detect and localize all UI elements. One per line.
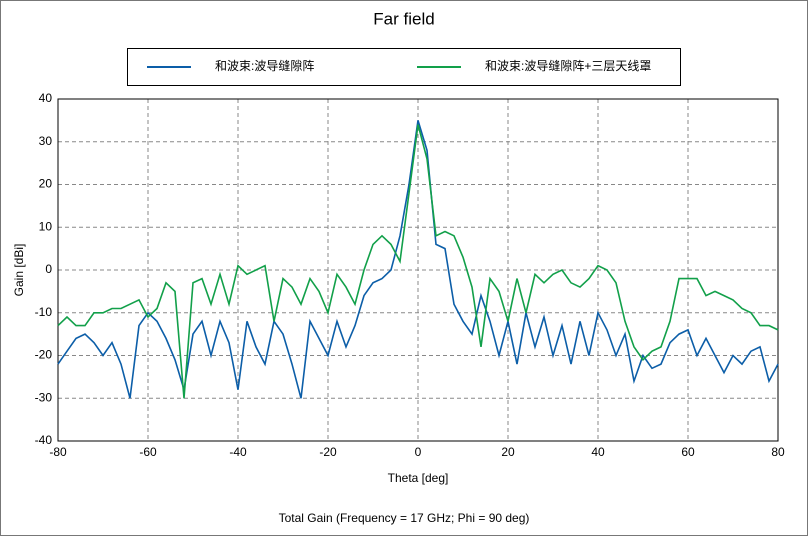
legend-label: 和波束:波导缝隙阵+三层天线罩	[485, 58, 651, 73]
x-tick-label: -60	[139, 445, 157, 459]
x-axis-label: Theta [deg]	[388, 471, 449, 485]
y-tick-label: -40	[35, 433, 53, 447]
x-tick-label: 60	[681, 445, 695, 459]
y-tick-label: 0	[45, 262, 52, 276]
series-line	[57, 124, 779, 399]
y-tick-label: 40	[39, 91, 53, 105]
legend-label: 和波束:波导缝隙阵	[215, 58, 314, 73]
y-tick-label: 20	[39, 177, 53, 191]
x-tick-label: 40	[591, 445, 605, 459]
chart-title: Far field	[373, 9, 434, 28]
series-line	[57, 120, 779, 399]
y-tick-label: 10	[39, 219, 53, 233]
y-axis-label: Gain [dBi]	[12, 244, 26, 297]
caption: Total Gain (Frequency = 17 GHz; Phi = 90…	[279, 511, 530, 525]
legend	[127, 48, 681, 86]
x-tick-label: 0	[415, 445, 422, 459]
y-tick-label: -20	[35, 348, 53, 362]
x-tick-label: 80	[771, 445, 785, 459]
x-tick-label: -80	[49, 445, 67, 459]
plot-border	[57, 98, 779, 442]
y-tick-label: -10	[35, 305, 53, 319]
x-tick-label: -20	[319, 445, 337, 459]
x-tick-label: 20	[501, 445, 515, 459]
y-tick-label: 30	[39, 134, 53, 148]
y-tick-label: -30	[35, 390, 53, 404]
x-tick-label: -40	[229, 445, 247, 459]
